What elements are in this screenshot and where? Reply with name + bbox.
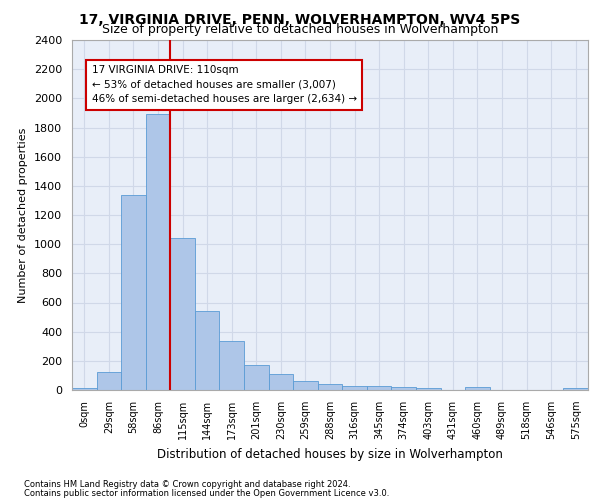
Text: 17 VIRGINIA DRIVE: 110sqm
← 53% of detached houses are smaller (3,007)
46% of se: 17 VIRGINIA DRIVE: 110sqm ← 53% of detac… (92, 65, 357, 104)
X-axis label: Distribution of detached houses by size in Wolverhampton: Distribution of detached houses by size … (157, 448, 503, 460)
Bar (170, 238, 195, 390)
Bar (416, 388, 440, 390)
Bar (367, 386, 391, 390)
Bar (465, 387, 490, 390)
Bar (244, 365, 269, 390)
Bar (195, 310, 220, 390)
Bar (72, 388, 97, 390)
Bar (391, 387, 416, 390)
Text: Size of property relative to detached houses in Wolverhampton: Size of property relative to detached ho… (102, 22, 498, 36)
Text: Contains public sector information licensed under the Open Government Licence v3: Contains public sector information licen… (24, 488, 389, 498)
Bar (97, 372, 121, 390)
Bar (220, 341, 244, 390)
Bar (146, 114, 170, 390)
Y-axis label: Number of detached properties: Number of detached properties (19, 128, 28, 302)
Bar (342, 386, 367, 390)
Bar (293, 381, 318, 390)
Text: Contains HM Land Registry data © Crown copyright and database right 2024.: Contains HM Land Registry data © Crown c… (24, 480, 350, 489)
Bar (121, 194, 146, 390)
Bar (563, 388, 588, 390)
Bar (269, 374, 293, 390)
Text: 17, VIRGINIA DRIVE, PENN, WOLVERHAMPTON, WV4 5PS: 17, VIRGINIA DRIVE, PENN, WOLVERHAMPTON,… (79, 12, 521, 26)
Bar (318, 384, 342, 390)
